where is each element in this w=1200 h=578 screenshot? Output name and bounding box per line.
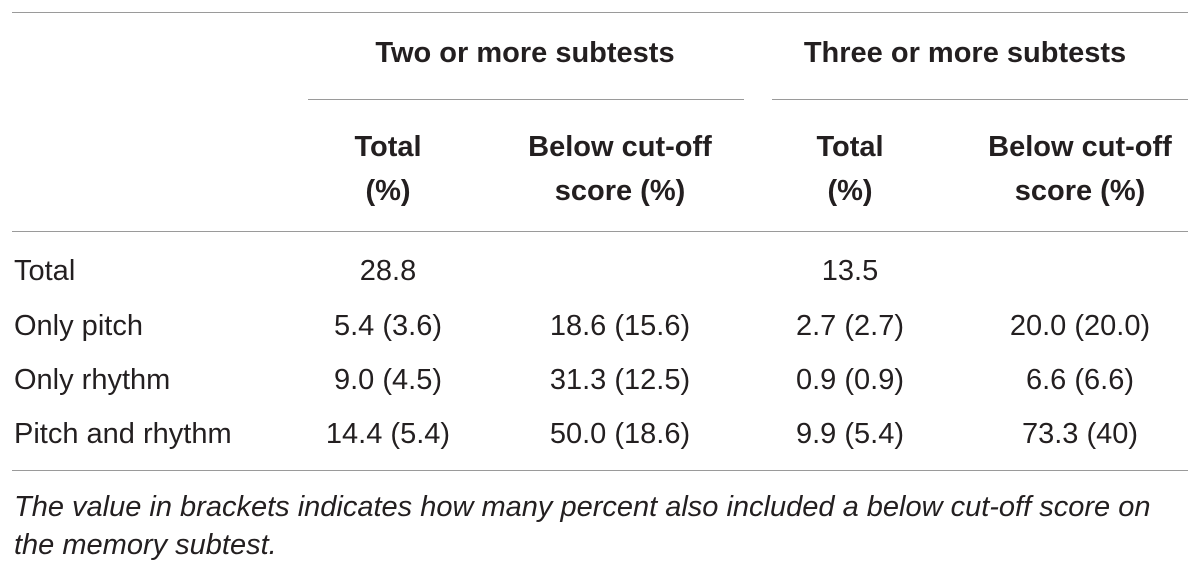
cell: 9.0 (4.5) — [334, 364, 442, 396]
group-rule-three-or-more — [772, 99, 1188, 100]
cell: 14.4 (5.4) — [325, 418, 451, 450]
subheader-total-three: Total (%) — [770, 130, 930, 208]
cell: 0.9 (0.9) — [796, 364, 904, 396]
top-rule — [12, 12, 1188, 13]
subheader-line-1: Total — [354, 131, 422, 163]
table-footnote: The value in brackets indicates how many… — [14, 491, 1151, 561]
subheader-line-2: score (%) — [554, 175, 686, 207]
cell: 2.7 (2.7) — [796, 310, 904, 342]
subheader-total-two: Total (%) — [308, 130, 468, 208]
table-bottom-rule — [12, 470, 1188, 471]
row-label: Only pitch — [14, 310, 143, 342]
subheader-below-cutoff-two: Below cut-off score (%) — [500, 130, 740, 208]
cell: 73.3 (40) — [1021, 418, 1139, 450]
subheader-line-1: Below cut-off — [528, 131, 712, 163]
subheader-line-2: (%) — [365, 175, 411, 207]
cell: 13.5 — [821, 255, 879, 287]
cell: 5.4 (3.6) — [334, 310, 442, 342]
group-rule-two-or-more — [308, 99, 744, 100]
cell: 50.0 (18.6) — [549, 418, 691, 450]
row-label: Total — [14, 255, 76, 287]
cell: 18.6 (15.6) — [549, 310, 691, 342]
row-label: Pitch and rhythm — [14, 418, 232, 450]
header-bottom-rule — [12, 231, 1188, 232]
cell: 31.3 (12.5) — [549, 364, 691, 396]
cell: 20.0 (20.0) — [1009, 310, 1151, 342]
cell: 28.8 — [359, 255, 417, 287]
cell: 6.6 (6.6) — [1026, 364, 1134, 396]
subheader-line-2: score (%) — [1014, 175, 1146, 207]
group-header-two-or-more: Two or more subtests — [375, 37, 675, 69]
subheader-line-2: (%) — [827, 175, 873, 207]
row-label: Only rhythm — [14, 364, 171, 396]
group-header-three-or-more: Three or more subtests — [803, 37, 1127, 69]
subheader-below-cutoff-three: Below cut-off score (%) — [962, 130, 1198, 208]
cell: 9.9 (5.4) — [796, 418, 904, 450]
subheader-line-1: Total — [816, 131, 884, 163]
subheader-line-1: Below cut-off — [988, 131, 1172, 163]
